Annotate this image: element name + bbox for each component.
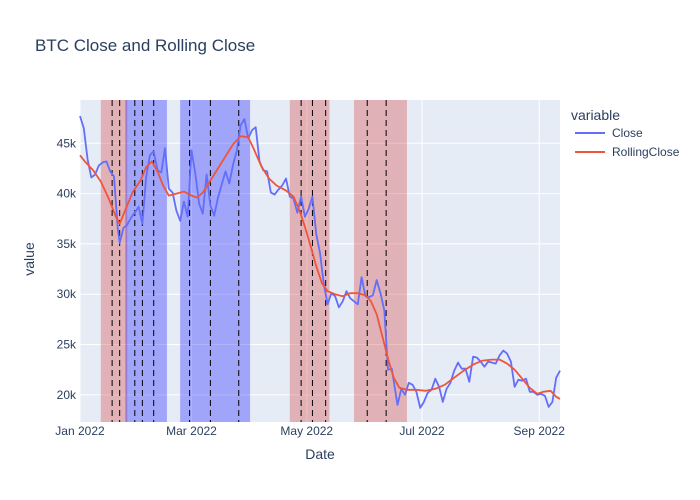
x-tick-label: May 2022 xyxy=(280,424,333,438)
series-lines xyxy=(79,115,561,409)
series-line-rollingclose xyxy=(79,135,561,400)
blue-band xyxy=(125,100,167,422)
y-tick-label: 25k xyxy=(57,338,77,352)
dashed-event-lines xyxy=(111,100,387,422)
legend-label-close: Close xyxy=(612,126,643,140)
y-tick-label: 45k xyxy=(57,136,77,150)
plot-area xyxy=(80,100,560,422)
red-band xyxy=(289,100,330,422)
red-band xyxy=(354,100,407,422)
x-tick-label: Jul 2022 xyxy=(399,424,445,438)
x-axis-ticks: Jan 2022 Mar 2022 May 2022 Jul 2022 Sep 2022 xyxy=(55,424,565,438)
x-axis-title: Date xyxy=(305,446,335,462)
y-axis-title: value xyxy=(21,242,37,276)
x-tick-label: Sep 2022 xyxy=(514,424,566,438)
blue-band xyxy=(180,100,251,422)
y-tick-label: 40k xyxy=(57,187,77,201)
x-tick-label: Mar 2022 xyxy=(166,424,217,438)
y-tick-label: 35k xyxy=(57,237,77,251)
red-band xyxy=(100,100,128,422)
x-tick-label: Jan 2022 xyxy=(55,424,105,438)
y-tick-label: 30k xyxy=(57,287,77,301)
chart-title: BTC Close and Rolling Close xyxy=(35,36,255,55)
y-axis-ticks: 20k 25k 30k 35k 40k 45k xyxy=(57,136,77,402)
legend-title: variable xyxy=(571,107,620,123)
legend-label-rollingclose: RollingClose xyxy=(612,145,680,159)
y-tick-label: 20k xyxy=(57,388,77,402)
legend[interactable]: variable Close RollingClose xyxy=(571,107,680,159)
